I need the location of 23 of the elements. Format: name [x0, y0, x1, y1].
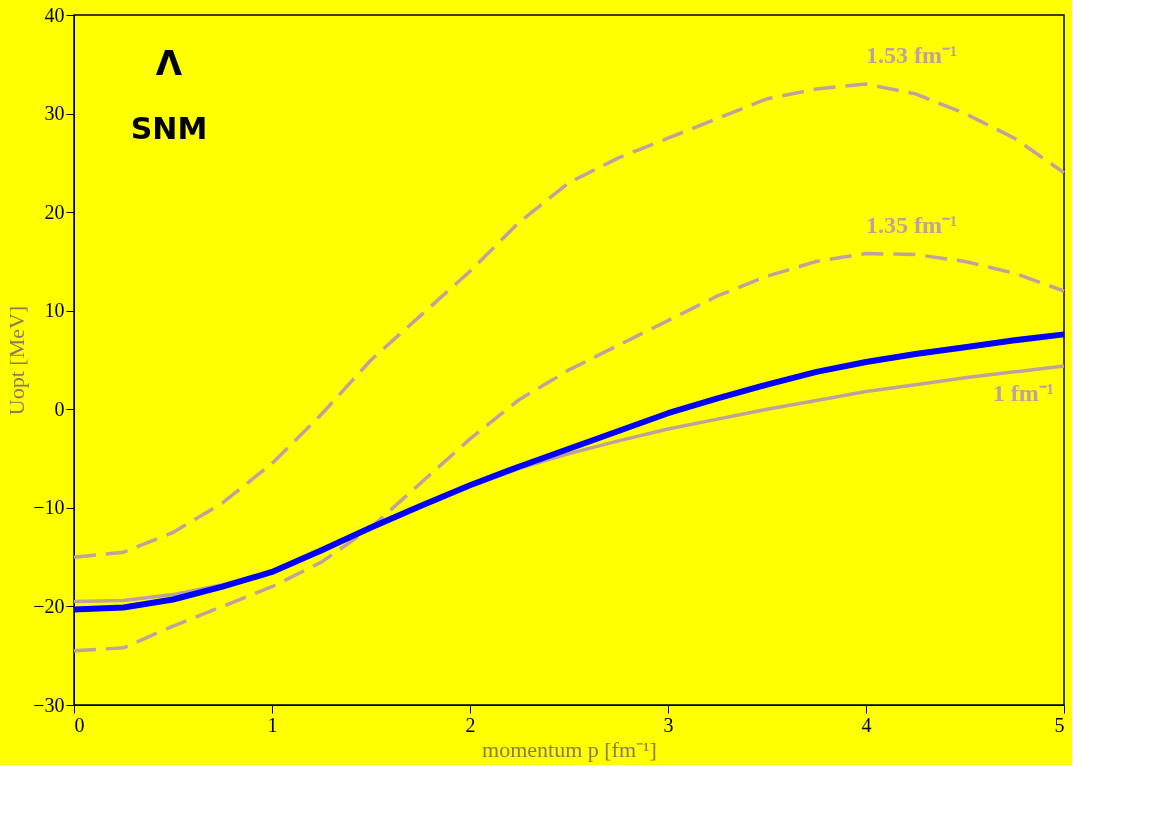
- y-tick-label: −20: [33, 594, 65, 617]
- y-tick-label: 0: [54, 397, 65, 420]
- y-tick-label: −30: [33, 693, 65, 716]
- y-tick-label: 40: [44, 3, 65, 26]
- y-tick-label: 30: [44, 102, 65, 125]
- series-label: 1 fm⁻¹: [992, 379, 1054, 406]
- y-tick-label: −10: [33, 496, 65, 519]
- line-series: [72, 251, 1066, 653]
- annotation: Λ: [155, 43, 183, 83]
- y-tick-label: 10: [44, 299, 65, 322]
- series-label: 1.35 fm⁻¹: [866, 211, 958, 238]
- y-axis-title: Uopt [MeV]: [4, 305, 30, 416]
- x-tick-label: 1: [267, 713, 278, 736]
- line-series: [72, 82, 1066, 559]
- x-tick-label: 4: [861, 713, 872, 736]
- x-tick-label: 3: [663, 713, 674, 736]
- x-tick-label: 0: [74, 713, 85, 736]
- annotation: SNM: [130, 111, 208, 146]
- series-label: 1.53 fm⁻¹: [866, 42, 958, 68]
- x-axis-title: momentum p [fm⁻¹]: [482, 736, 657, 762]
- x-tick-label: 5: [1054, 713, 1065, 736]
- y-tick-label: 20: [44, 200, 65, 223]
- x-tick-label: 2: [465, 713, 476, 736]
